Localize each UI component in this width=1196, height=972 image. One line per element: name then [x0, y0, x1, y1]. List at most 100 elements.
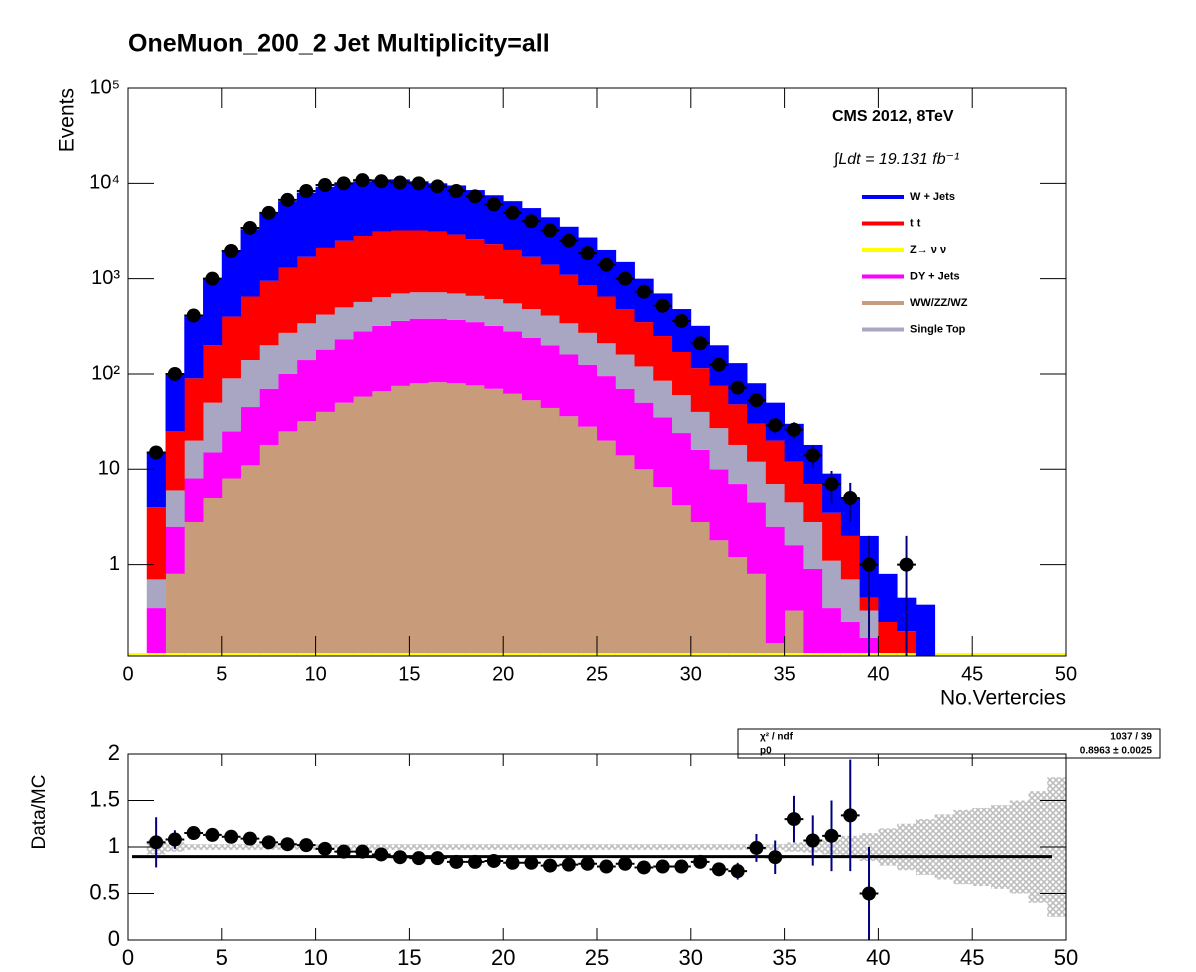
- bar-segment: [559, 354, 579, 417]
- bar-segment: [672, 395, 692, 434]
- bar-segment: [221, 478, 241, 656]
- stats-label: χ² / ndf: [760, 732, 794, 743]
- bar-segment: [296, 360, 316, 422]
- legend-label: Single Top: [910, 323, 966, 335]
- bar-segment: [278, 201, 298, 268]
- bar-segment: [409, 230, 429, 293]
- bar-segment: [184, 478, 204, 522]
- bar-segment: [446, 319, 467, 384]
- bar-segment: [203, 402, 223, 453]
- bar-segment: [615, 455, 635, 656]
- bar-segment: [597, 376, 617, 441]
- y-tick-label: 10: [98, 458, 120, 480]
- bar-segment: [371, 231, 392, 298]
- mc-uncertainty: [897, 823, 916, 871]
- x-tick-label: 0: [122, 663, 133, 685]
- mc-uncertainty: [390, 844, 410, 850]
- mc-uncertainty: [615, 844, 635, 850]
- mc-uncertainty: [634, 844, 654, 850]
- bar-segment: [334, 240, 354, 308]
- bar-segment: [578, 285, 598, 333]
- bar-segment: [428, 382, 448, 656]
- bar-segment: [315, 349, 335, 412]
- bar-segment: [259, 345, 279, 389]
- bar-segment: [296, 192, 316, 257]
- data-point: [655, 298, 670, 313]
- bar-segment: [296, 323, 316, 361]
- bar-segment: [784, 610, 804, 656]
- bar-segment: [165, 431, 185, 491]
- data-point: [317, 178, 332, 193]
- bar-segment: [465, 295, 485, 323]
- bar-segment: [840, 579, 861, 623]
- data-point: [261, 205, 276, 220]
- bar-segment: [578, 426, 598, 656]
- mc-uncertainty: [465, 844, 485, 850]
- bar-segment: [240, 296, 260, 361]
- x-tick-label: 35: [773, 663, 795, 685]
- bar-segment: [521, 337, 542, 401]
- data-point: [242, 831, 257, 846]
- bar-segment: [484, 388, 504, 656]
- bar-segment: [653, 380, 673, 418]
- mc-uncertainty: [728, 844, 748, 850]
- y-tick-label: 10³: [91, 267, 120, 289]
- data-point: [730, 380, 745, 395]
- x-tick-label: 45: [961, 663, 983, 685]
- x-tick-label: 20: [491, 945, 515, 970]
- bar-segment: [672, 505, 692, 656]
- bar-segment: [409, 181, 429, 231]
- bar-segment: [709, 469, 729, 541]
- data-point: [486, 853, 501, 868]
- bar-segment: [634, 366, 654, 403]
- bar-segment: [390, 320, 410, 386]
- bar-segment: [690, 368, 710, 412]
- bar-segment: [878, 622, 898, 656]
- bar-segment: [446, 234, 467, 294]
- bar-segment: [390, 179, 410, 231]
- legend-label: t t: [910, 217, 921, 229]
- data-point: [843, 490, 858, 505]
- y-axis-label: Data/MC: [29, 775, 50, 850]
- bar-segment: [371, 297, 392, 326]
- bar-segment: [334, 183, 354, 241]
- x-tick-label: 10: [303, 945, 327, 970]
- bar-segment: [203, 452, 223, 498]
- annotation: ∫Ldt = 19.131 fb⁻¹: [833, 151, 959, 168]
- data-point: [805, 448, 820, 463]
- bar-segment: [165, 526, 185, 574]
- data-point: [393, 175, 408, 190]
- bar-segment: [353, 331, 373, 397]
- bar-segment: [334, 339, 354, 403]
- data-point: [186, 826, 201, 841]
- data-point: [580, 856, 595, 871]
- mc-uncertainty: [672, 844, 691, 850]
- mc-uncertainty: [503, 844, 522, 850]
- legend-label: DY + Jets: [910, 270, 960, 282]
- data-point: [468, 189, 483, 204]
- data-point: [299, 184, 314, 199]
- bar-segment: [728, 444, 748, 485]
- bar-segment: [728, 404, 748, 445]
- data-point: [543, 223, 558, 238]
- data-point: [561, 857, 576, 872]
- bar-segment: [334, 402, 354, 656]
- bar-segment: [822, 512, 842, 561]
- data-point: [599, 257, 614, 272]
- data-point: [355, 844, 370, 859]
- data-point: [636, 860, 651, 875]
- data-point: [430, 851, 445, 866]
- mc-uncertainty: [240, 844, 260, 850]
- bar-segment: [822, 608, 842, 656]
- legend-label: W + Jets: [910, 191, 955, 203]
- data-point: [711, 862, 726, 877]
- y-tick-label: 10⁴: [89, 172, 120, 194]
- bar-segment: [446, 185, 467, 235]
- x-tick-label: 20: [492, 663, 514, 685]
- bar-segment: [784, 545, 804, 611]
- bar-segment: [390, 293, 410, 321]
- x-tick-label: 35: [772, 945, 796, 970]
- data-point: [655, 859, 670, 874]
- x-tick-label: 40: [867, 663, 889, 685]
